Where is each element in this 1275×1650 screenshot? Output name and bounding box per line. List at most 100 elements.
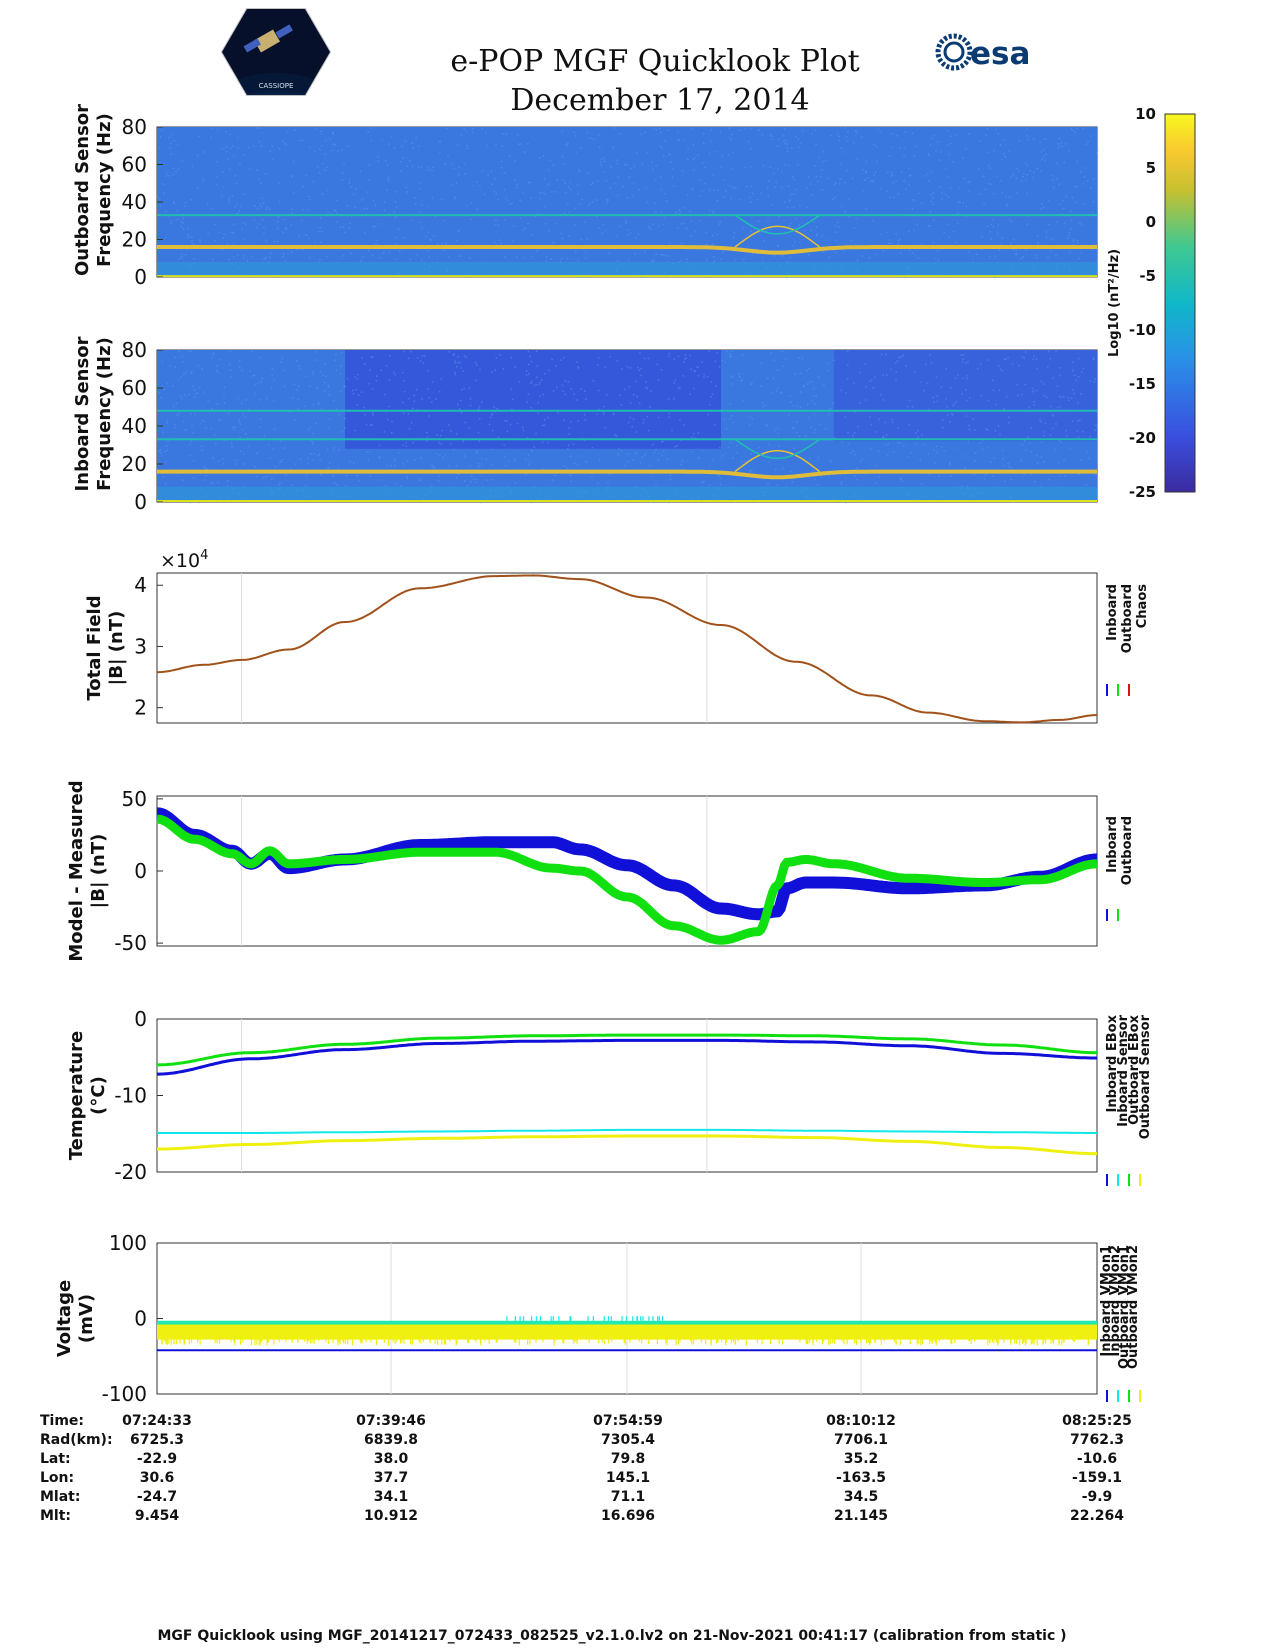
voltage-cyan-spikes bbox=[506, 1316, 664, 1321]
xaxis-cell: 22.264 bbox=[1070, 1508, 1124, 1524]
outboard-spectrogram-ylabel-line: Outboard Sensor bbox=[72, 104, 93, 276]
colorbar-tick: -20 bbox=[1129, 429, 1156, 447]
voltage-ytick: 0 bbox=[134, 1307, 147, 1331]
inboard-spectrogram-arc bbox=[734, 449, 821, 473]
xaxis-cell: 34.5 bbox=[844, 1489, 879, 1505]
voltage-ylabel-line: Voltage bbox=[54, 1280, 75, 1357]
model-minus-measured-ytick: 50 bbox=[122, 787, 147, 811]
inboard-spectrogram-ytick: 20 bbox=[122, 452, 147, 476]
esa-logo: esa bbox=[935, 33, 1030, 72]
colorbar: 10 5 0 -5 -10 -15 -20 -25 Log10 (nT²/Hz) bbox=[1107, 105, 1196, 501]
total-field-legend-label: Chaos bbox=[1135, 584, 1150, 628]
voltage-ylabel: Voltage(mV) bbox=[54, 1280, 97, 1357]
xaxis-cell: -22.9 bbox=[137, 1451, 177, 1467]
outboard-spectrogram-harmonic-line bbox=[157, 245, 1097, 255]
xaxis-row-label: Rad(km): bbox=[40, 1432, 113, 1448]
inboard-spectrogram-ytick: 80 bbox=[122, 338, 147, 362]
colorbar-tick: -25 bbox=[1129, 483, 1156, 501]
xaxis-cell: 10.912 bbox=[364, 1508, 418, 1524]
xaxis-cell: 71.1 bbox=[611, 1489, 646, 1505]
temperature-series-inboard-ebox bbox=[157, 1038, 1097, 1076]
voltage-spikes bbox=[161, 1324, 1090, 1346]
inboard-spectrogram-ytick: 0 bbox=[134, 490, 147, 514]
model-minus-measured-series-outboard bbox=[154, 814, 1100, 945]
temperature-series-outboard-sensor bbox=[157, 1134, 1097, 1156]
xaxis-cell: 6725.3 bbox=[130, 1432, 184, 1448]
temperature-frame bbox=[156, 1018, 1098, 1173]
inboard-spectrogram-dark-region bbox=[345, 350, 721, 449]
footer-text: MGF Quicklook using MGF_20141217_072433_… bbox=[157, 1628, 1066, 1644]
title-line1: e-POP MGF Quicklook Plot bbox=[450, 44, 859, 79]
outboard-spectrogram-low-band bbox=[157, 262, 1097, 277]
colorbar-tick: -10 bbox=[1129, 321, 1156, 339]
inboard-spectrogram-harmonic-line bbox=[157, 469, 1097, 480]
temperature-series-inboard-sensor bbox=[157, 1128, 1097, 1134]
model-minus-measured-ylabel-line: |B| (nT) bbox=[88, 834, 109, 909]
inboard-spectrogram-ylabel-line: Inboard Sensor bbox=[72, 336, 93, 491]
voltage-legend-label: Outboard VMon2 bbox=[1126, 1245, 1141, 1369]
xaxis-cell: 79.8 bbox=[611, 1451, 646, 1467]
total-field-ytick: 4 bbox=[134, 573, 147, 597]
total-field-exponent-power: 4 bbox=[200, 548, 208, 563]
colorbar-tick: 0 bbox=[1146, 213, 1156, 231]
temperature-ylabel: Temperature(°C) bbox=[66, 1031, 109, 1160]
xaxis-cell: 16.696 bbox=[601, 1508, 655, 1524]
inboard-spectrogram-ylabel: Inboard SensorFrequency (Hz) bbox=[72, 336, 115, 491]
xaxis-cell: -159.1 bbox=[1072, 1470, 1122, 1486]
outboard-spectrogram-background bbox=[157, 127, 1097, 277]
inboard-spectrogram-arc bbox=[734, 438, 821, 460]
model-minus-measured-ytick: -50 bbox=[114, 931, 147, 955]
xaxis-row-label: Lat: bbox=[40, 1451, 71, 1467]
xaxis-cell: 35.2 bbox=[844, 1451, 879, 1467]
temperature-series-outboard-ebox bbox=[157, 1033, 1098, 1067]
temperature-legend-label: Inboard Sensor bbox=[1116, 1014, 1131, 1126]
outboard-spectrogram-arc bbox=[734, 214, 821, 235]
xaxis-cell: -163.5 bbox=[836, 1470, 886, 1486]
voltage-ytick: -100 bbox=[102, 1382, 147, 1406]
model-minus-measured-legend-label: Inboard bbox=[1105, 816, 1120, 873]
xaxis-row-label: Time: bbox=[40, 1413, 84, 1429]
xaxis-cell: -24.7 bbox=[137, 1489, 177, 1505]
inboard-spectrogram-ylabel-line: Frequency (Hz) bbox=[94, 337, 115, 491]
outboard-spectrogram-ytick: 60 bbox=[122, 153, 147, 177]
total-field-ylabel-line: Total Field bbox=[84, 595, 105, 700]
total-field-ylabel: Total Field|B| (nT) bbox=[84, 595, 127, 700]
temperature-ylabel-line: Temperature bbox=[66, 1031, 87, 1160]
xaxis-cell: 6839.8 bbox=[364, 1432, 418, 1448]
xaxis-cell: 21.145 bbox=[834, 1508, 888, 1524]
xaxis-row-label: Lon: bbox=[40, 1470, 74, 1486]
inboard-spectrogram-ytick: 60 bbox=[122, 376, 147, 400]
xaxis-row-label: Mlt: bbox=[40, 1508, 71, 1524]
model-minus-measured-legend-label: Outboard bbox=[1120, 816, 1135, 885]
title-line2: December 17, 2014 bbox=[510, 83, 809, 118]
temperature-ytick: -20 bbox=[114, 1160, 147, 1184]
outboard-spectrogram-ytick: 40 bbox=[122, 190, 147, 214]
temperature-ytick: 0 bbox=[134, 1007, 147, 1031]
xaxis-cell: 145.1 bbox=[606, 1470, 650, 1486]
total-field: 4 3 2 Total Field|B| (nT) ×104 Inboard Outboar… bbox=[84, 548, 1150, 724]
inboard-spectrogram-dark-region bbox=[833, 350, 1097, 442]
temperature-legend-label: Outboard EBox bbox=[1127, 1014, 1142, 1124]
model-minus-measured-ylabel-line: Model - Measured bbox=[66, 780, 87, 961]
xaxis-cell: 07:24:33 bbox=[122, 1413, 192, 1429]
esa-wordmark: esa bbox=[970, 36, 1030, 72]
xaxis-cell: -9.9 bbox=[1082, 1489, 1113, 1505]
xaxis-cell: 08:10:12 bbox=[826, 1413, 896, 1429]
total-field-legend-label: Inboard bbox=[1105, 584, 1120, 641]
outboard-spectrogram-ytick: 80 bbox=[122, 115, 147, 139]
inboard-spectrogram: 80 60 40 20 0 Inboard SensorFrequency (Hz) bbox=[72, 336, 1098, 514]
total-field-series-outboard bbox=[156, 574, 1098, 724]
total-field-ytick: 3 bbox=[134, 634, 147, 658]
temperature-legend-label: Inboard EBox bbox=[1105, 1014, 1120, 1112]
colorbar-tick: 10 bbox=[1135, 105, 1156, 123]
voltage-legend-label: Inboard VMon1 bbox=[1099, 1245, 1114, 1357]
colorbar-tick: -5 bbox=[1139, 267, 1156, 285]
colorbar-gradient bbox=[1164, 113, 1196, 493]
xaxis-cell: 7706.1 bbox=[834, 1432, 888, 1448]
voltage-ytick: 100 bbox=[109, 1231, 147, 1255]
voltage-ylabel-line: (mV) bbox=[76, 1294, 97, 1343]
xaxis-row-label: Mlat: bbox=[40, 1489, 80, 1505]
colorbar-tick: -15 bbox=[1129, 375, 1156, 393]
